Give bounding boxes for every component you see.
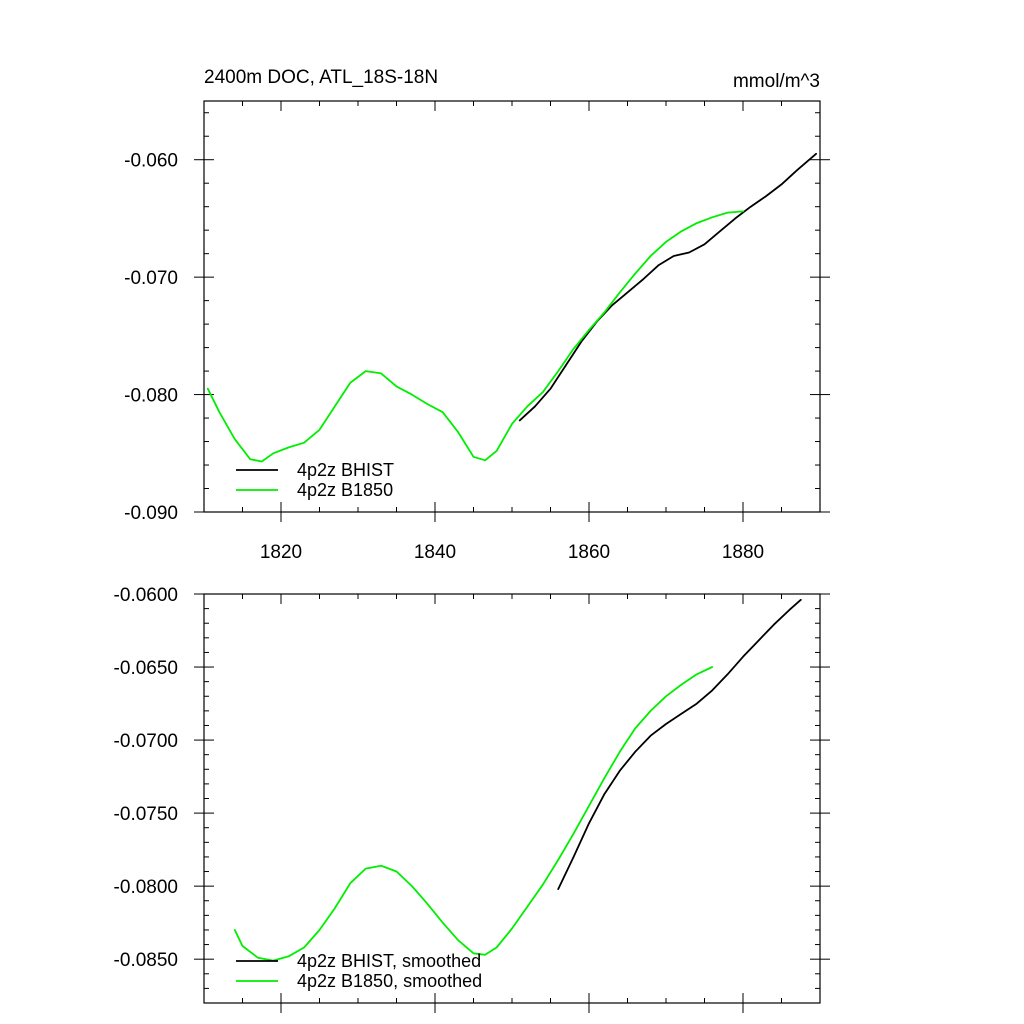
- legend-label: 4p2z BHIST, smoothed: [297, 951, 481, 971]
- plot-frame: [203, 100, 821, 513]
- y-tick-label: -0.0850: [114, 950, 178, 971]
- x-tick-label: 1840: [414, 542, 456, 563]
- units-label: mmol/m^3: [733, 71, 820, 92]
- series-line: [206, 210, 744, 463]
- y-tick-label: -0.0700: [114, 731, 178, 752]
- y-tick-label: -0.0800: [114, 877, 178, 898]
- y-tick-label: -0.0650: [114, 658, 178, 679]
- plot-frame: [203, 593, 821, 1004]
- y-tick-label: -0.080: [124, 386, 178, 407]
- x-tick-label: 1880: [722, 542, 764, 563]
- x-tick-label: 1860: [568, 542, 610, 563]
- y-tick-label: -0.070: [124, 268, 178, 289]
- series-line: [557, 598, 802, 890]
- chart-title: 2400m DOC, ATL_18S-18N: [204, 67, 438, 88]
- y-tick-label: -0.0750: [114, 804, 178, 825]
- series-line: [518, 152, 817, 422]
- y-tick-label: -0.060: [124, 151, 178, 172]
- y-tick-label: -0.0600: [114, 585, 178, 606]
- bottom-panel: -0.0600 -0.0650 -0.0700 -0.0750 -0.0800 -0.08…: [114, 585, 830, 1013]
- y-tick-label: -0.090: [124, 503, 178, 524]
- series-line: [233, 666, 714, 962]
- x-tick-label: 1820: [260, 542, 302, 563]
- legend-label: 4p2z BHIST: [297, 460, 394, 480]
- legend-label: 4p2z B1850: [297, 480, 393, 500]
- top-panel: 1820 1840 1860 1880 -0.060 -0.070 -0.080 -0.090…: [124, 100, 830, 563]
- legend-label: 4p2z B1850, smoothed: [297, 971, 482, 991]
